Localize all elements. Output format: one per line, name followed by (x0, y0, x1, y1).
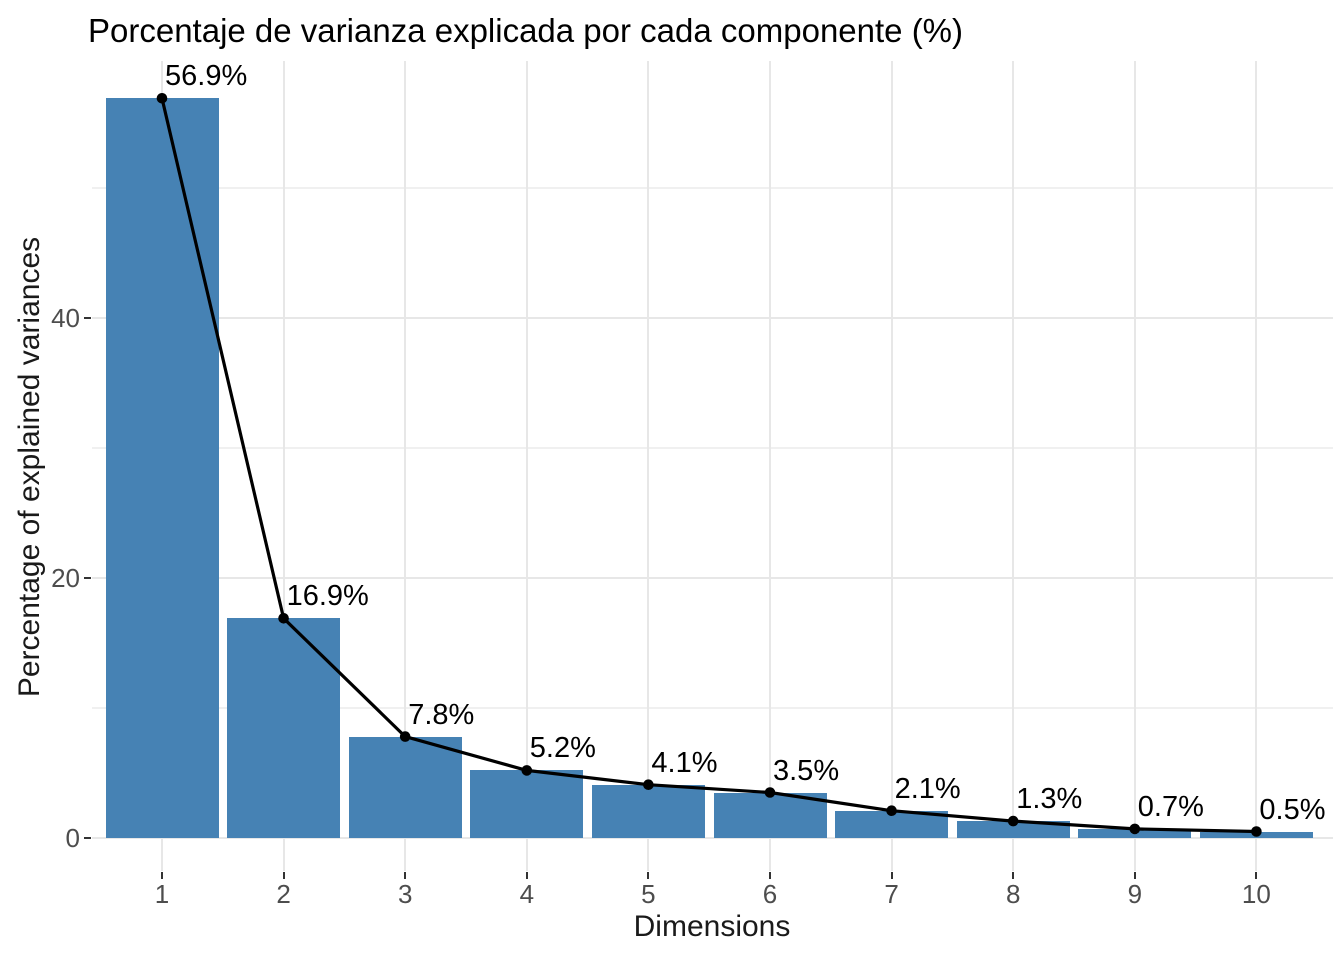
h-gridline-minor (92, 447, 1333, 449)
bar-dim-1 (105, 98, 219, 838)
point-label-dim-10: 0.5% (1259, 793, 1326, 826)
bar-dim-2 (227, 618, 341, 838)
bar-dim-8 (956, 821, 1070, 838)
bar-dim-9 (1078, 828, 1192, 838)
x-tick-mark (647, 872, 650, 879)
x-tick-label: 4 (519, 879, 535, 909)
point-label-dim-1: 56.9% (165, 60, 248, 93)
v-gridline (1133, 61, 1136, 871)
bar-dim-5 (591, 784, 705, 838)
point-label-dim-5: 4.1% (651, 746, 718, 779)
x-tick-label: 1 (154, 879, 170, 909)
x-tick-mark (161, 872, 163, 879)
x-tick-label: 10 (1241, 879, 1271, 909)
x-tick-mark (1255, 872, 1258, 879)
x-tick-mark (769, 872, 771, 879)
y-tick-label: 40 (51, 303, 80, 333)
point-label-dim-8: 1.3% (1016, 783, 1083, 816)
x-tick-label: 8 (1005, 879, 1021, 909)
v-gridline (525, 61, 528, 871)
x-tick-label: 9 (1127, 879, 1143, 909)
v-gridline (1012, 61, 1015, 871)
bar-dim-4 (470, 770, 584, 838)
chart-title: Porcentaje de varianza explicada por cad… (88, 12, 964, 49)
x-tick-mark (525, 872, 528, 879)
h-gridline-major (92, 317, 1333, 319)
x-tick-label: 2 (276, 879, 291, 909)
x-tick-mark (1133, 872, 1136, 879)
x-tick-label: 7 (884, 879, 899, 909)
v-gridline (647, 61, 650, 871)
y-tick-label: 0 (65, 823, 80, 853)
x-tick-mark (404, 872, 407, 879)
bar-dim-6 (713, 792, 827, 838)
y-tick-label: 20 (51, 563, 80, 593)
h-gridline-minor (92, 187, 1333, 189)
bar-dim-7 (835, 810, 949, 838)
x-tick-label: 5 (641, 879, 656, 909)
point-label-dim-9: 0.7% (1137, 790, 1204, 823)
bar-dim-3 (348, 736, 462, 838)
point-label-dim-7: 2.1% (894, 772, 961, 805)
v-gridline (769, 61, 771, 871)
h-gridline-major (92, 837, 1333, 839)
x-tick-label: 3 (397, 879, 413, 909)
point-label-dim-6: 3.5% (773, 754, 840, 787)
point-label-dim-3: 7.8% (408, 698, 475, 731)
x-tick-mark (1012, 872, 1015, 879)
x-axis-title: Dimensions (633, 910, 791, 943)
v-gridline (890, 61, 893, 871)
bar-dim-10 (1199, 831, 1313, 838)
point-label-dim-4: 5.2% (529, 732, 596, 765)
y-tick-mark (84, 317, 91, 319)
h-gridline-major (92, 577, 1333, 579)
v-gridline (1255, 61, 1258, 871)
x-tick-mark (282, 872, 285, 879)
y-tick-mark (84, 837, 91, 839)
point-label-dim-2: 16.9% (286, 580, 369, 613)
y-tick-mark (84, 577, 91, 579)
x-tick-label: 6 (762, 879, 778, 909)
x-tick-mark (890, 872, 893, 879)
